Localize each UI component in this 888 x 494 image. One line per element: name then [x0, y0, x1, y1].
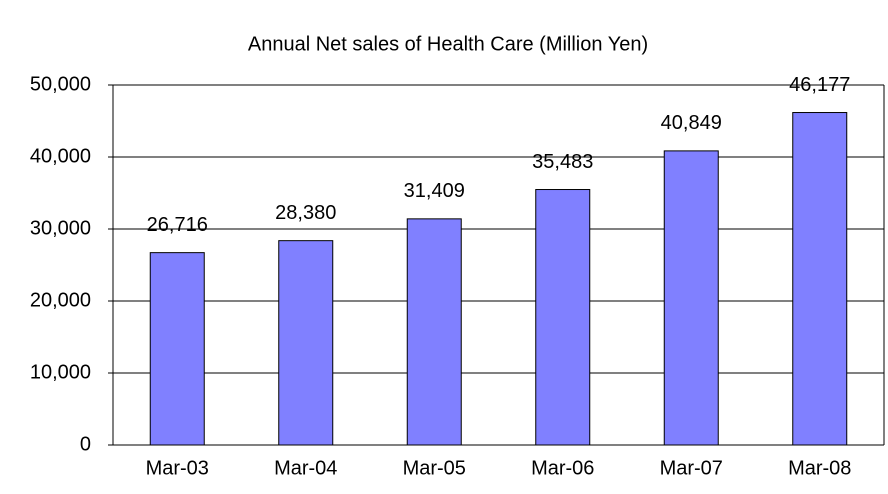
- y-tick-label: 20,000: [30, 289, 91, 311]
- data-label: 31,409: [404, 180, 465, 202]
- x-tick-label: Mar-04: [274, 457, 337, 479]
- x-tick-label: Mar-07: [660, 457, 723, 479]
- bar: [406, 218, 462, 446]
- bar: [535, 189, 591, 446]
- bar: [149, 252, 205, 446]
- y-tick-label: 0: [80, 433, 91, 455]
- bar: [663, 150, 719, 446]
- y-tick-label: 30,000: [30, 217, 91, 239]
- data-label: 40,849: [661, 112, 722, 134]
- y-tick-label: 10,000: [30, 361, 91, 383]
- y-tick-label: 40,000: [30, 145, 91, 167]
- data-label: 35,483: [532, 151, 593, 173]
- chart-title: Annual Net sales of Health Care (Million…: [248, 33, 648, 55]
- y-tick-label: 50,000: [30, 73, 91, 95]
- bar: [278, 240, 334, 446]
- data-label: 26,716: [147, 214, 208, 236]
- x-tick-label: Mar-06: [531, 457, 594, 479]
- x-tick-label: Mar-03: [146, 457, 209, 479]
- x-tick-label: Mar-08: [788, 457, 851, 479]
- bar: [792, 112, 848, 446]
- data-label: 28,380: [275, 202, 336, 224]
- data-label: 46,177: [789, 74, 850, 96]
- x-tick-label: Mar-05: [403, 457, 466, 479]
